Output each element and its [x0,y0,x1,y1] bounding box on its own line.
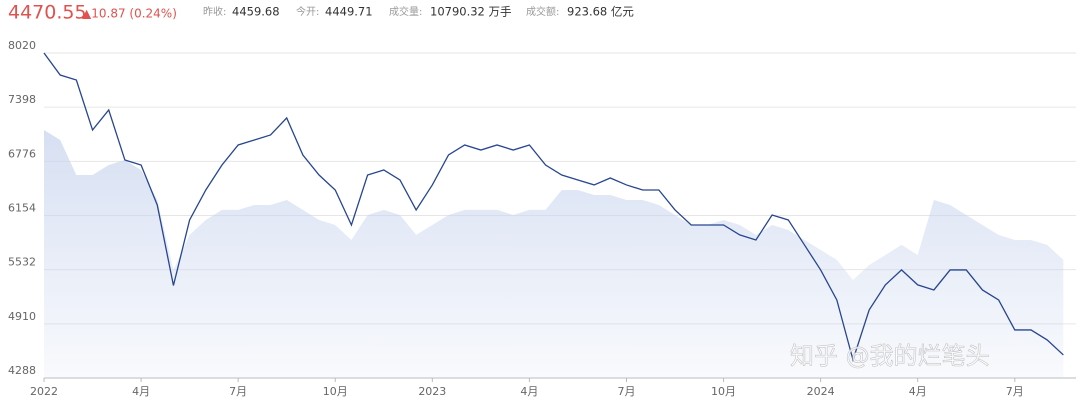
area [44,129,1064,378]
price-change: ▲10.87 (0.24%) [82,7,177,21]
stat-value: 10790.32 万手 [430,5,512,19]
stat-value: 923.68 亿元 [567,5,634,19]
y-tick-label: 4288 [8,364,36,377]
x-tick-label: 4月 [132,385,150,398]
x-tick-label: 4月 [520,385,538,398]
stat-label: 今开: [296,5,319,18]
x-tick-label: 2023 [418,385,446,398]
x-tick-label: 2022 [30,385,58,398]
x-tick-label: 7月 [1006,385,1024,398]
plot: 4288 4910 5532 6154 6776 7398 8020 2022 4月 7月 10月 2… [8,39,1076,398]
y-tick-label: 6154 [8,202,36,215]
y-tick-label: 6776 [8,147,36,160]
y-tick-label: 8020 [8,39,36,52]
stat-label: 成交额: [526,5,559,18]
y-tick-label: 4910 [8,310,36,323]
x-tick-label: 7月 [617,385,635,398]
x-tick-label: 2024 [807,385,835,398]
x-tick-label: 4月 [909,385,927,398]
price-line [43,52,1064,363]
watermark: 知乎 @我的烂笔头 [790,342,990,370]
y-tick-label: 5532 [8,256,36,269]
y-tick-label: 7398 [8,93,36,106]
stat-label: 成交量: [389,5,422,18]
stat-label: 昨收: [203,5,226,18]
stat-value: 4459.68 [232,5,280,19]
price: 4470.55 [8,2,87,24]
quote-header: 4470.55 ▲10.87 (0.24%) 昨收: 4459.68 今开: 4… [8,2,634,24]
x-tick-label: 7月 [229,385,247,398]
stat-value: 4449.71 [325,5,373,19]
x-tick-label: 10月 [323,385,348,398]
x-tick-label: 10月 [711,385,736,398]
